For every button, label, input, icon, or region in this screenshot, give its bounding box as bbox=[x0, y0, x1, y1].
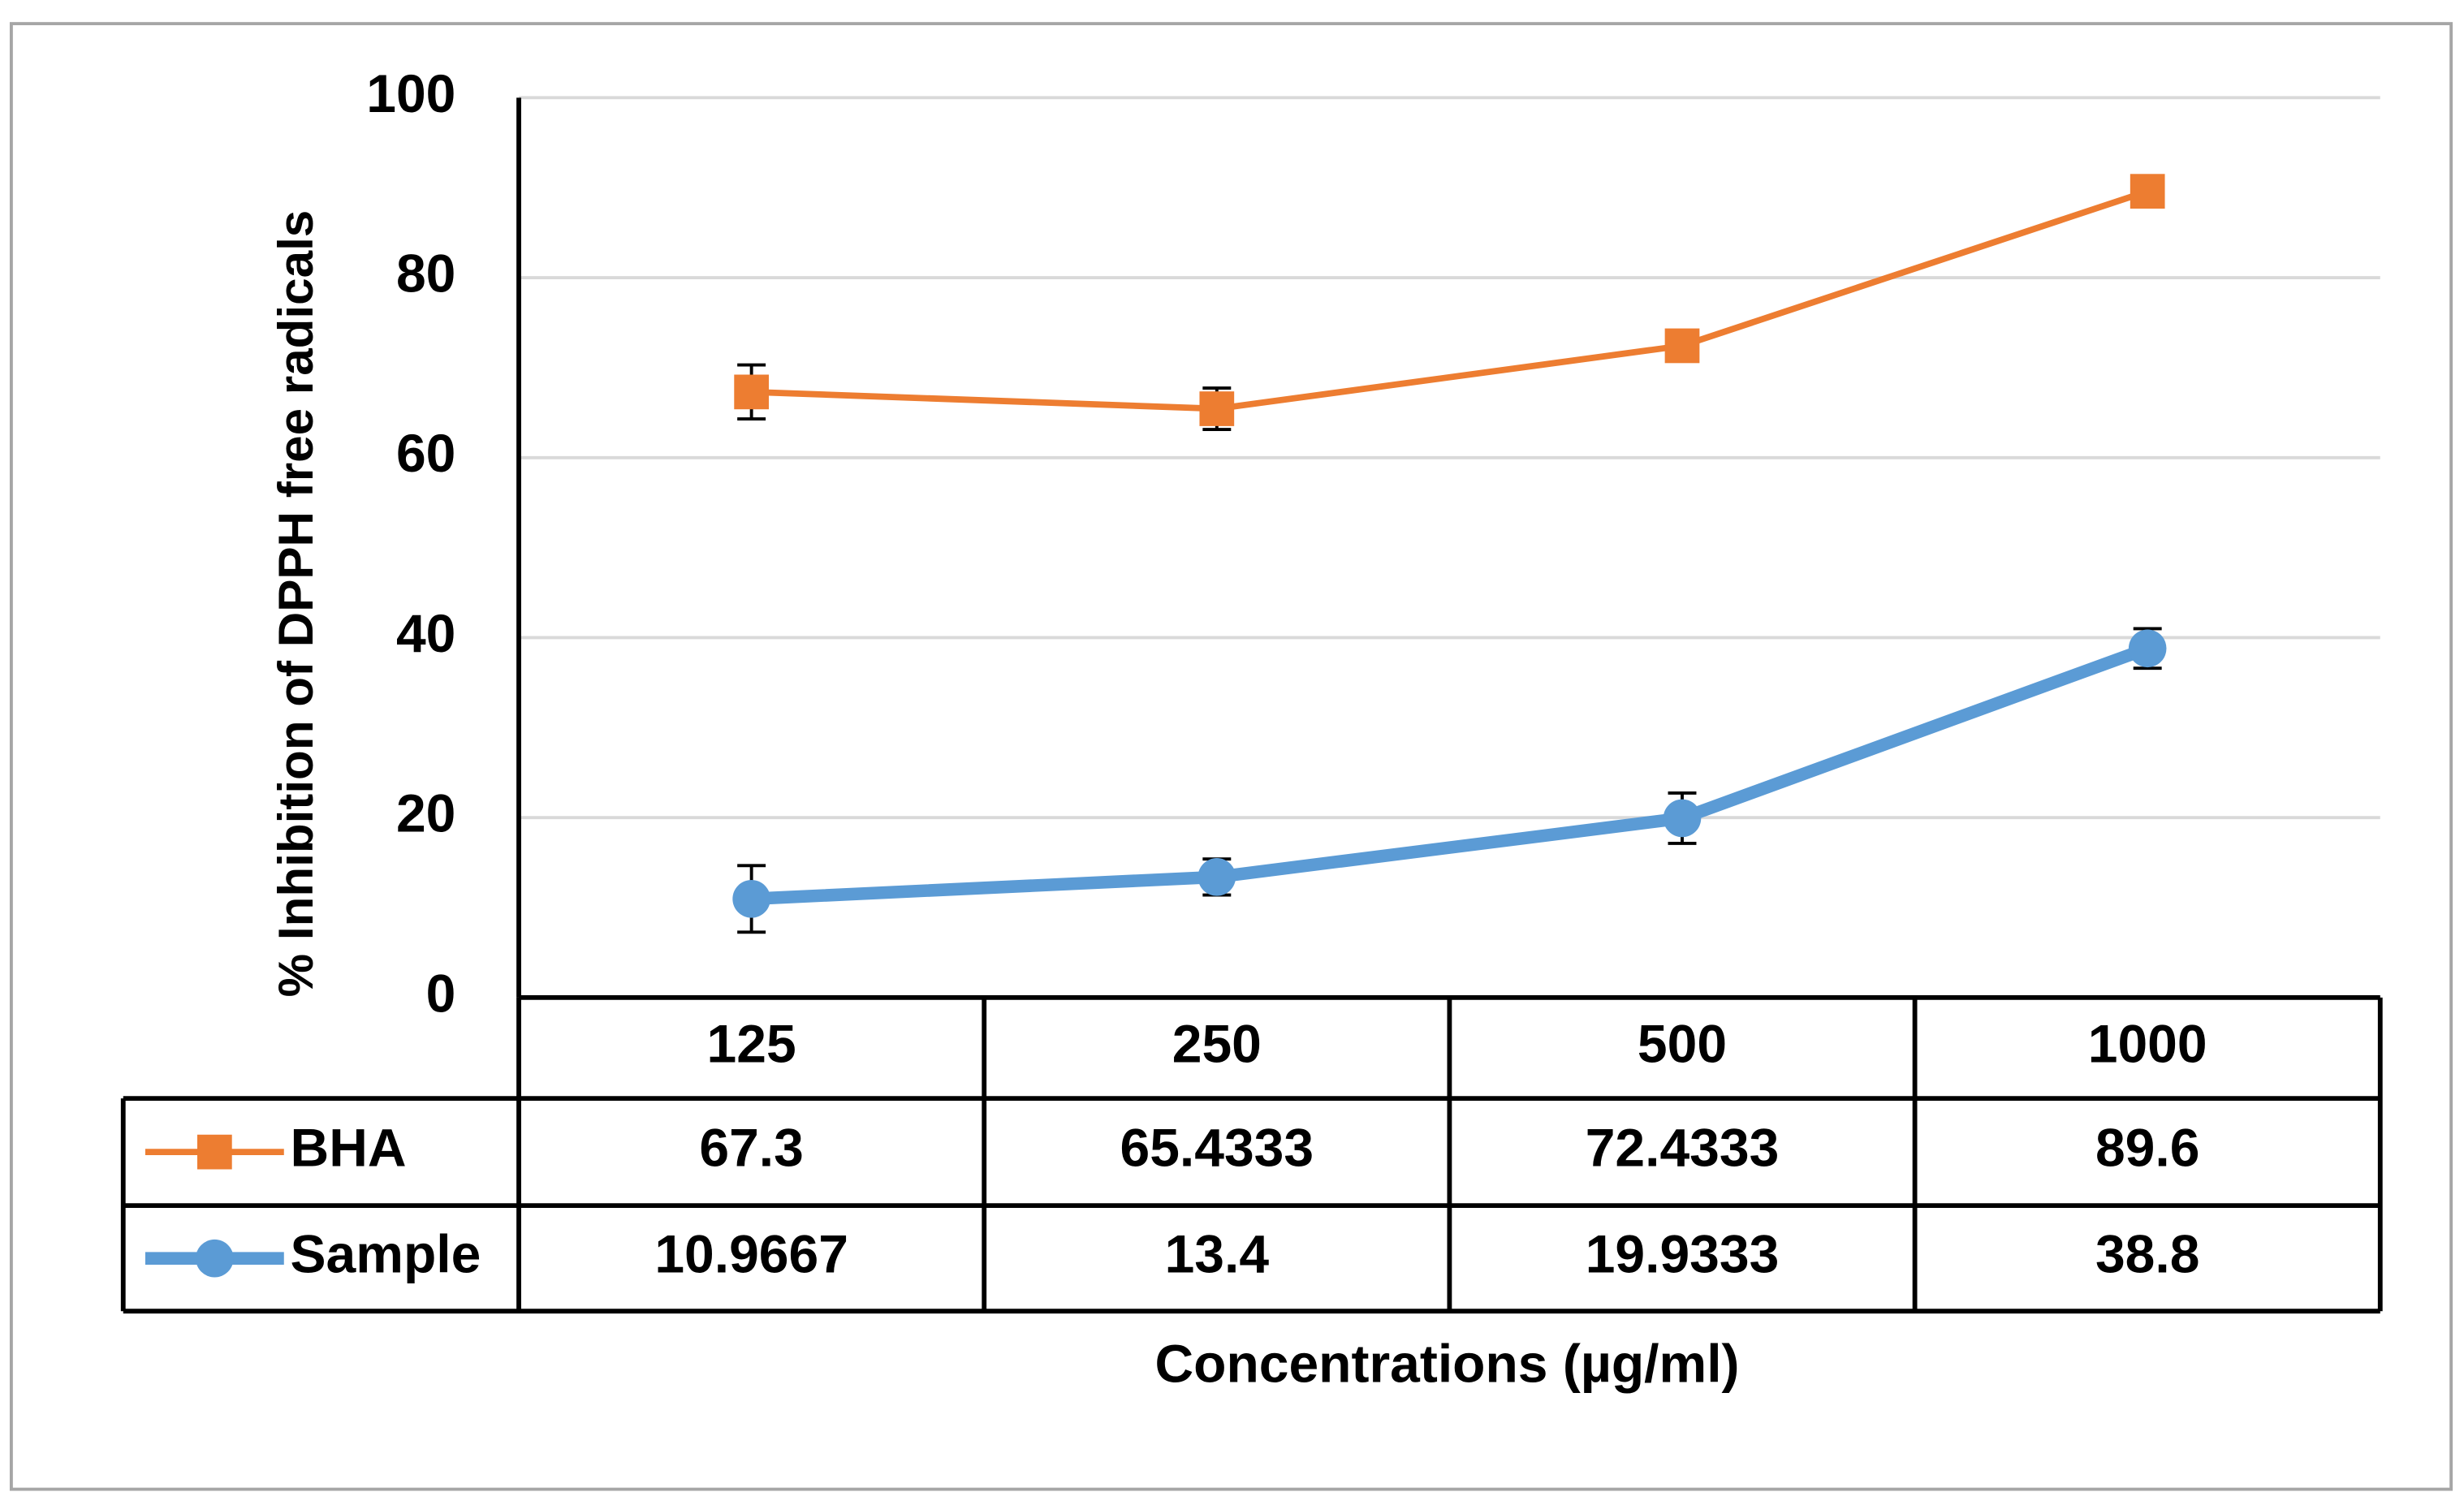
y-tick-label: 20 bbox=[396, 783, 455, 843]
x-tick-label: 1000 bbox=[2088, 1013, 2207, 1073]
y-tick-label: 40 bbox=[396, 603, 455, 663]
table-value: 38.8 bbox=[2095, 1224, 2199, 1284]
table-value: 65.4333 bbox=[1120, 1118, 1314, 1178]
table-value: 89.6 bbox=[2095, 1118, 2199, 1178]
table-value: 72.4333 bbox=[1586, 1118, 1780, 1178]
legend-label: BHA bbox=[291, 1118, 407, 1178]
y-axis-label: % Inhibition of DPPH free radicals bbox=[269, 210, 323, 998]
marker bbox=[734, 374, 769, 410]
x-axis-label: Concentrations (µg/ml) bbox=[1154, 1334, 1739, 1394]
y-tick-label: 100 bbox=[366, 63, 455, 123]
table-value: 13.4 bbox=[1165, 1224, 1270, 1284]
marker bbox=[1664, 328, 1700, 364]
y-tick-label: 80 bbox=[396, 244, 455, 304]
series-line bbox=[751, 642, 2150, 906]
marker bbox=[1663, 799, 1702, 838]
x-tick-label: 500 bbox=[1638, 1013, 1727, 1073]
x-tick-label: 250 bbox=[1172, 1013, 1262, 1073]
legend-label: Sample bbox=[291, 1224, 481, 1284]
table-value: 19.9333 bbox=[1586, 1224, 1780, 1284]
marker bbox=[1197, 858, 1236, 896]
table-value: 67.3 bbox=[699, 1118, 803, 1178]
table-value: 10.9667 bbox=[654, 1224, 848, 1284]
series-line bbox=[751, 188, 2149, 412]
legend-marker bbox=[196, 1134, 232, 1170]
marker bbox=[2130, 174, 2165, 209]
marker bbox=[732, 880, 770, 918]
legend-marker bbox=[196, 1239, 234, 1278]
y-tick-label: 0 bbox=[426, 963, 456, 1023]
x-tick-label: 125 bbox=[707, 1013, 796, 1073]
y-tick-label: 60 bbox=[396, 423, 455, 483]
marker bbox=[1199, 391, 1235, 426]
marker bbox=[2128, 629, 2167, 668]
chart-border bbox=[9, 22, 2453, 1491]
